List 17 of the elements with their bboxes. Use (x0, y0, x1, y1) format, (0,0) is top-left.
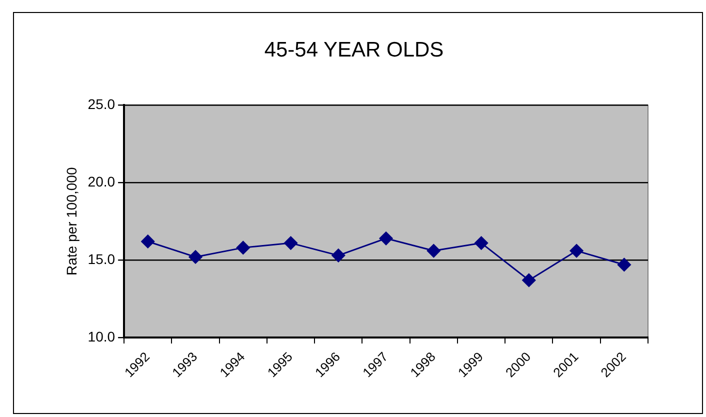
y-tick-label: 20.0 (88, 174, 116, 190)
y-tick-label: 10.0 (88, 328, 116, 344)
y-axis-title: Rate per 100,000 (63, 167, 80, 276)
point (236, 240, 250, 254)
point (332, 248, 346, 262)
point (570, 244, 584, 258)
point (188, 250, 202, 264)
point (379, 232, 393, 246)
point (426, 244, 440, 258)
point (284, 236, 298, 250)
y-tick-label: 15.0 (88, 250, 116, 267)
point (474, 236, 488, 250)
point (141, 234, 155, 248)
point (617, 258, 631, 272)
point (522, 273, 536, 287)
chart-title: 45-54 YEAR OLDS (264, 38, 444, 62)
y-tick-label: 25.0 (88, 96, 116, 112)
